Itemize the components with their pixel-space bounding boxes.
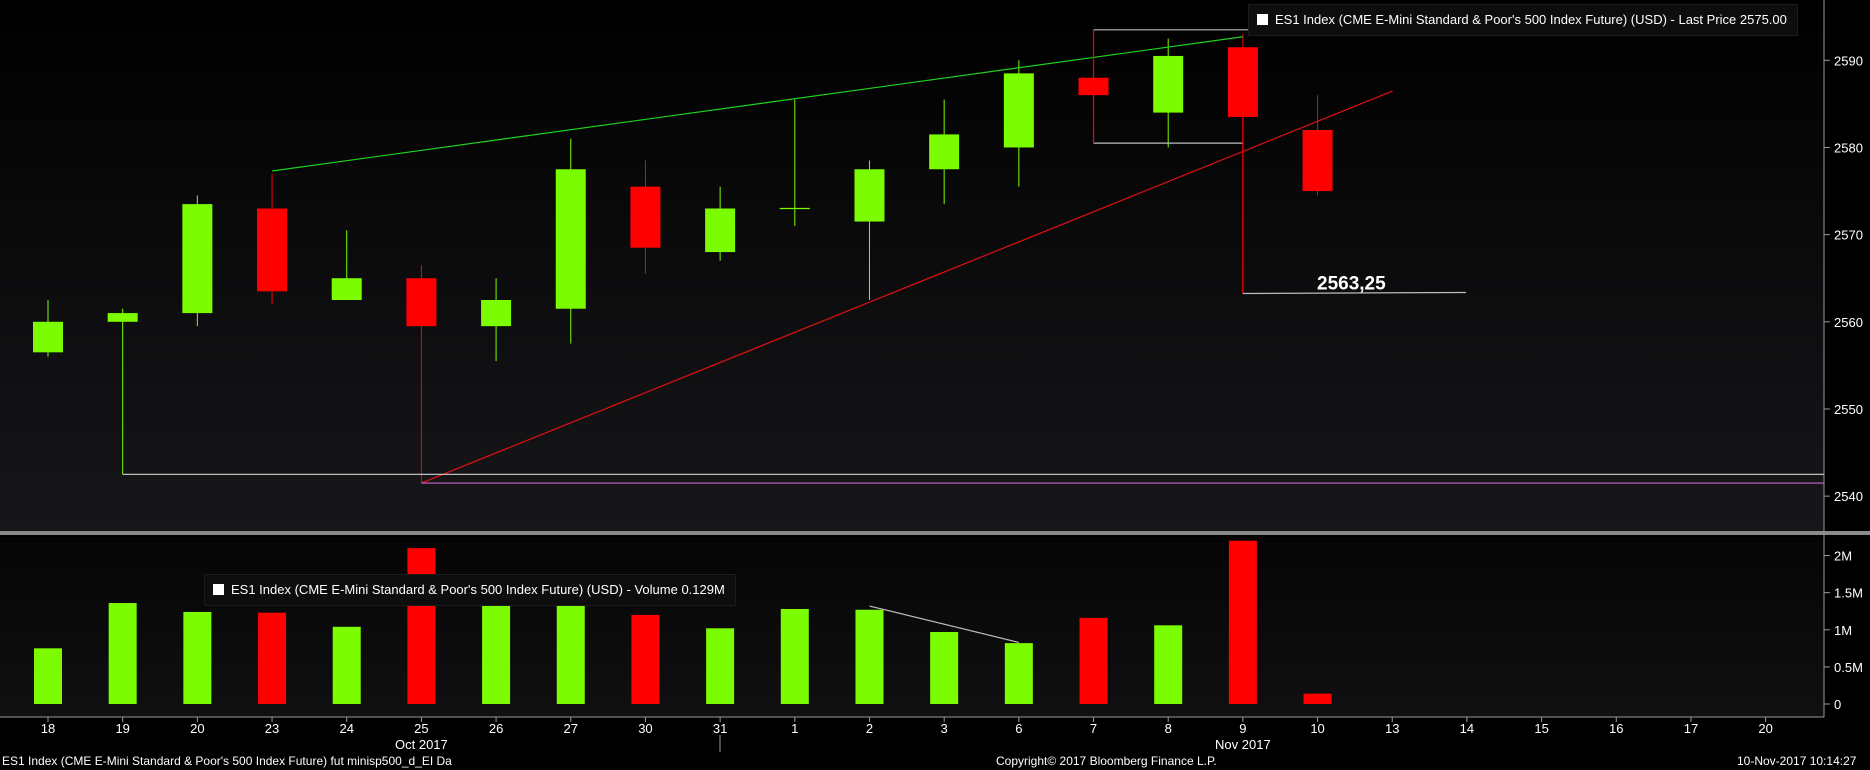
volume-bar[interactable] (183, 611, 212, 704)
volume-axis: 0 0.5M 1M 1.5M 2M (1824, 549, 1863, 712)
volume-bar[interactable] (482, 601, 511, 704)
candle-up[interactable] (107, 313, 138, 322)
price-axis: 2540 2550 2560 2570 2580 2590 (1824, 53, 1863, 504)
date-tick-label: 26 (489, 721, 503, 736)
volume-bar[interactable] (407, 548, 436, 704)
volume-bar[interactable] (332, 626, 361, 704)
volume-tick-label: 1M (1834, 623, 1852, 638)
candle-down[interactable] (1302, 130, 1333, 192)
volume-bar[interactable] (258, 612, 287, 704)
price-tick-label: 2580 (1834, 140, 1863, 155)
candle-up[interactable] (182, 204, 213, 314)
volume-bar[interactable] (780, 608, 809, 704)
footer-security: ES1 Index (CME E-Mini Standard & Poor's … (2, 754, 452, 768)
date-tick-label: 7 (1090, 721, 1097, 736)
volume-legend-text: ES1 Index (CME E-Mini Standard & Poor's … (231, 582, 725, 597)
annotation-level-line[interactable] (1242, 291, 1467, 295)
date-tick-label: 14 (1460, 721, 1474, 736)
volume-bar[interactable] (1004, 643, 1033, 704)
date-tick-label: 24 (339, 721, 353, 736)
footer-copyright: Copyright© 2017 Bloomberg Finance L.P. (996, 754, 1217, 768)
date-tick-label: 6 (1015, 721, 1022, 736)
date-axis: 18 19 20 23 24 25 26 27 30 31 1 2 3 6 7 8 9 10 13 14 15 16 17 2… (41, 717, 1773, 752)
volume-bar[interactable] (930, 632, 959, 704)
date-tick-label: 3 (941, 721, 948, 736)
volume-legend[interactable]: ES1 Index (CME E-Mini Standard & Poor's … (204, 574, 736, 606)
volume-bar[interactable] (108, 603, 137, 704)
candle-up[interactable] (555, 169, 586, 309)
candle-down[interactable] (406, 278, 437, 327)
volume-bar[interactable] (631, 614, 660, 704)
volume-bar[interactable] (34, 648, 62, 704)
candle-up[interactable] (705, 208, 736, 253)
volume-bar[interactable] (855, 609, 884, 704)
candle-up[interactable] (1153, 55, 1184, 113)
volume-tick-label: 2M (1834, 549, 1852, 564)
price-legend[interactable]: ES1 Index (CME E-Mini Standard & Poor's … (1248, 4, 1798, 36)
date-tick-label: 10 (1310, 721, 1324, 736)
date-tick-label: 2 (866, 721, 873, 736)
price-panel (0, 0, 1824, 531)
volume-bar[interactable] (1154, 625, 1183, 704)
date-tick-label: 13 (1385, 721, 1399, 736)
candle-up[interactable] (331, 278, 362, 301)
price-tick-label: 2550 (1834, 402, 1863, 417)
date-tick-label: 15 (1534, 721, 1548, 736)
date-tick-label: 19 (115, 721, 129, 736)
volume-bar[interactable] (1303, 693, 1332, 704)
candle-up[interactable] (33, 321, 63, 353)
volume-bar[interactable] (1079, 617, 1108, 704)
candle-up[interactable] (1003, 73, 1034, 148)
footer-timestamp: 10-Nov-2017 10:14:27 (1737, 754, 1857, 768)
candle-up[interactable] (929, 134, 960, 170)
volume-tick-label: 0 (1834, 697, 1841, 712)
date-tick-label: 20 (1758, 721, 1772, 736)
date-tick-label: 18 (41, 721, 55, 736)
drawn-trend-lines: 2563,25 (122, 29, 1824, 484)
month-label: Oct 2017 (395, 737, 448, 752)
price-tick-label: 2560 (1834, 315, 1863, 330)
price-tick-label: 2590 (1834, 53, 1863, 68)
date-tick-label: 27 (564, 721, 578, 736)
volume-tick-label: 0.5M (1834, 660, 1863, 675)
candle-down[interactable] (257, 208, 288, 292)
candle-up[interactable] (854, 169, 885, 222)
date-tick-label: 31 (713, 721, 727, 736)
date-tick-label: 23 (265, 721, 279, 736)
legend-swatch-icon (213, 584, 224, 595)
date-tick-label: 9 (1239, 721, 1246, 736)
volume-bar[interactable] (556, 588, 585, 704)
date-tick-label: 17 (1684, 721, 1698, 736)
date-tick-label: 20 (190, 721, 204, 736)
volume-tick-label: 1.5M (1834, 586, 1863, 601)
legend-swatch-icon (1257, 14, 1268, 25)
annotation-label: 2563,25 (1317, 273, 1386, 294)
date-tick-label: 16 (1609, 721, 1623, 736)
price-legend-text: ES1 Index (CME E-Mini Standard & Poor's … (1275, 12, 1787, 27)
trend-line-lower-support[interactable] (421, 90, 1393, 484)
date-tick-label: 30 (638, 721, 652, 736)
month-label: Nov 2017 (1215, 737, 1271, 752)
candle-up[interactable] (481, 300, 512, 327)
trend-line-upper-resistance[interactable] (271, 36, 1243, 172)
volume-bar[interactable] (1228, 540, 1257, 704)
volume-bars (34, 540, 1332, 704)
date-tick-label: 1 (791, 721, 798, 736)
candle-down[interactable] (630, 186, 661, 248)
date-tick-label: 25 (414, 721, 428, 736)
volume-trend-line[interactable] (869, 605, 1019, 643)
volume-panel (0, 537, 1824, 717)
date-tick-label: 8 (1165, 721, 1172, 736)
volume-bar[interactable] (706, 628, 735, 704)
price-tick-label: 2570 (1834, 228, 1863, 243)
price-tick-label: 2540 (1834, 489, 1863, 504)
panel-divider[interactable] (0, 531, 1870, 535)
